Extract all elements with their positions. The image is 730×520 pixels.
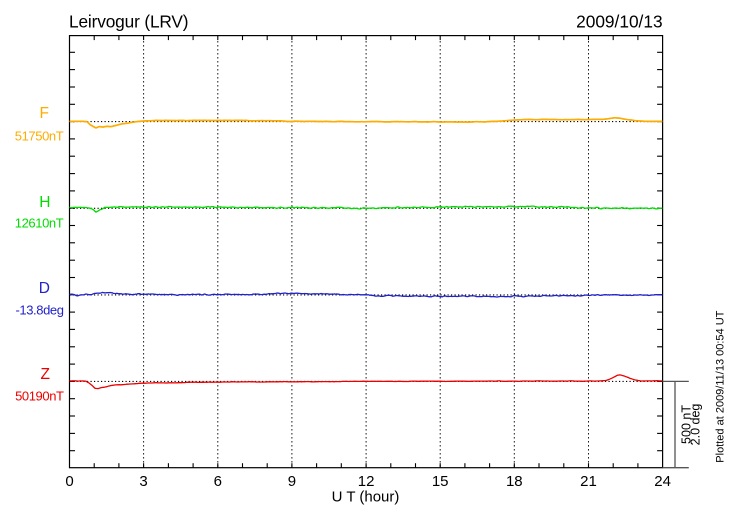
svg-text:U T (hour): U T (hour): [332, 489, 400, 506]
svg-text:F: F: [40, 105, 49, 122]
svg-text:0: 0: [65, 473, 73, 490]
svg-text:H: H: [39, 194, 50, 211]
svg-text:2009/10/13: 2009/10/13: [576, 11, 663, 31]
svg-text:21: 21: [580, 473, 597, 490]
svg-text:18: 18: [506, 473, 523, 490]
svg-text:-13.8deg: -13.8deg: [15, 302, 63, 317]
svg-text:500 nT: 500 nT: [680, 405, 694, 444]
svg-text:3: 3: [139, 473, 147, 490]
svg-text:15: 15: [432, 473, 449, 490]
svg-text:24: 24: [654, 473, 671, 490]
svg-text:2.0 deg: 2.0 deg: [689, 404, 703, 446]
svg-text:Leirvogur (LRV): Leirvogur (LRV): [69, 11, 188, 31]
svg-text:51750nT: 51750nT: [15, 129, 64, 144]
svg-text:Plotted at 2009/11/13 00:54 UT: Plotted at 2009/11/13 00:54 UT: [714, 310, 726, 462]
svg-text:50190nT: 50190nT: [15, 388, 64, 403]
svg-text:12: 12: [358, 473, 375, 490]
svg-text:D: D: [39, 280, 50, 297]
svg-text:9: 9: [288, 473, 296, 490]
svg-text:6: 6: [214, 473, 222, 490]
svg-text:Z: Z: [41, 366, 50, 383]
svg-text:12610nT: 12610nT: [15, 215, 64, 230]
